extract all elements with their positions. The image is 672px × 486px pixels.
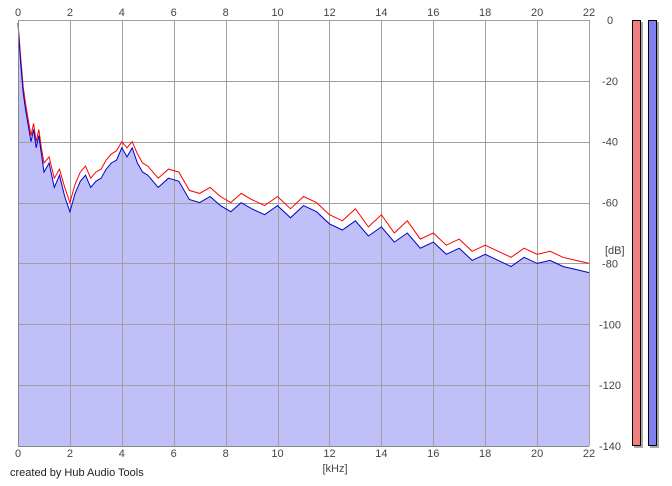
x-tick-label-bottom: 2 bbox=[67, 448, 73, 460]
y-tick-label: -60 bbox=[602, 198, 618, 210]
y-tick-label: -140 bbox=[599, 441, 621, 453]
credit-text: created by Hub Audio Tools bbox=[10, 467, 144, 479]
x-tick-label-top: 8 bbox=[223, 7, 229, 19]
series-line-1 bbox=[17, 22, 590, 264]
y-tick-labels: 0 -20 -40 -60 -80 -100 -120 -140 bbox=[599, 15, 621, 453]
x-tick-label-bottom: 4 bbox=[119, 448, 125, 460]
x-tick-label-bottom: 0 bbox=[15, 448, 21, 460]
x-tick-label-top: 0 bbox=[15, 7, 21, 19]
x-tick-label-top: 10 bbox=[271, 7, 283, 19]
x-tick-label-top: 16 bbox=[427, 7, 439, 19]
y-tick-label: -20 bbox=[602, 76, 618, 88]
x-tick-label-bottom: 14 bbox=[375, 448, 387, 460]
x-tick-label-top: 20 bbox=[531, 7, 543, 19]
y-tick-label: -40 bbox=[602, 137, 618, 149]
series-lines bbox=[17, 22, 590, 274]
y-axis-label: [dB] bbox=[605, 245, 625, 257]
x-tick-label-bottom: 22 bbox=[583, 448, 595, 460]
x-tick-label-top: 22 bbox=[583, 7, 595, 19]
x-axis-label: [kHz] bbox=[322, 463, 347, 475]
x-tick-label-top: 6 bbox=[171, 7, 177, 19]
spectrum-fill-area bbox=[18, 23, 589, 446]
x-tick-label-bottom: 8 bbox=[223, 448, 229, 460]
y-tick-label: 0 bbox=[607, 15, 613, 27]
x-tick-label-bottom: 16 bbox=[427, 448, 439, 460]
y-tick-label: -120 bbox=[599, 380, 621, 392]
x-tick-labels-top: 0 2 4 6 8 10 12 14 16 18 20 22 bbox=[15, 7, 595, 19]
left-channel-level-meter bbox=[632, 20, 641, 446]
x-tick-label-bottom: 20 bbox=[531, 448, 543, 460]
series-line-2 bbox=[17, 22, 590, 274]
x-tick-label-top: 12 bbox=[323, 7, 335, 19]
x-tick-label-top: 4 bbox=[119, 7, 125, 19]
y-tick-label: -80 bbox=[602, 258, 618, 270]
y-tick-label: -100 bbox=[599, 319, 621, 331]
right-channel-level-meter bbox=[648, 20, 657, 446]
x-tick-label-top: 18 bbox=[479, 7, 491, 19]
x-tick-label-bottom: 12 bbox=[323, 448, 335, 460]
x-tick-labels-bottom: 0 2 4 6 8 10 12 14 16 18 20 22 bbox=[15, 448, 595, 460]
x-tick-label-bottom: 6 bbox=[171, 448, 177, 460]
x-tick-label-top: 14 bbox=[375, 7, 387, 19]
x-tick-label-top: 2 bbox=[67, 7, 73, 19]
x-tick-label-bottom: 18 bbox=[479, 448, 491, 460]
x-tick-label-bottom: 10 bbox=[271, 448, 283, 460]
